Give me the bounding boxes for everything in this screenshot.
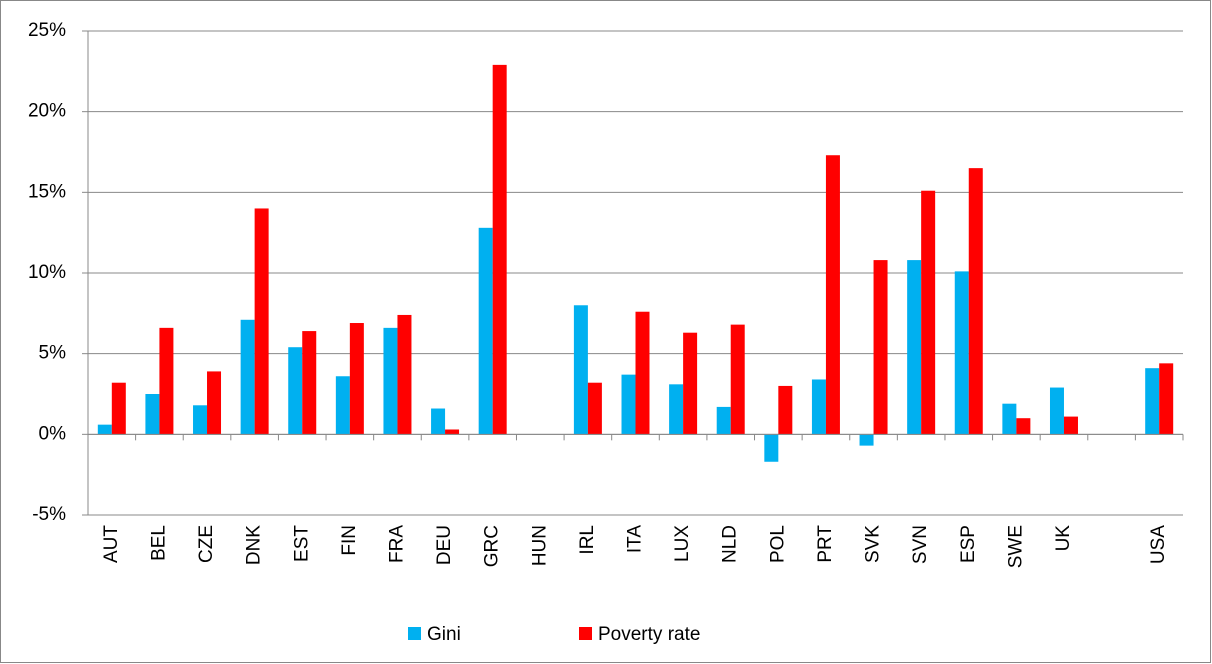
y-tick-label: 20% [28, 101, 66, 122]
legend-label: Poverty rate [598, 624, 700, 645]
legend-swatch [408, 627, 421, 640]
x-tick-label: UK [1053, 525, 1074, 552]
bar [811, 379, 826, 435]
x-tick-label: PRT [815, 525, 836, 563]
bar [716, 406, 731, 435]
bar [778, 385, 793, 435]
x-tick-label: BEL [148, 525, 169, 561]
bar [383, 327, 398, 435]
bar [111, 382, 126, 435]
bar [635, 311, 650, 435]
bar [349, 323, 364, 435]
bar [240, 319, 255, 435]
bar [1159, 363, 1174, 435]
bar [478, 227, 493, 435]
bar [302, 331, 317, 435]
x-tick-label: FIN [339, 525, 360, 556]
x-tick-label: GRC [482, 525, 503, 567]
bar [587, 382, 602, 435]
bar [1063, 416, 1078, 435]
bar [683, 332, 698, 435]
bar [445, 429, 460, 435]
bar [968, 168, 983, 435]
bar [159, 327, 174, 435]
x-tick-label: EST [291, 525, 312, 562]
bar [431, 408, 446, 435]
bar [825, 155, 840, 435]
bar [1049, 387, 1064, 435]
y-tick-label: 25% [28, 20, 66, 41]
x-tick-label: USA [1148, 525, 1169, 564]
x-tick-label: HUN [529, 525, 550, 566]
x-tick-label: AUT [101, 525, 122, 563]
x-tick-label: SVK [863, 525, 884, 563]
bar [907, 260, 922, 435]
x-tick-label: ESP [958, 525, 979, 563]
y-tick-label: 10% [28, 262, 66, 283]
bar [397, 314, 412, 435]
x-tick-label: LUX [672, 525, 693, 562]
bar [254, 208, 269, 435]
x-tick-label: IRL [577, 525, 598, 555]
y-tick-label: 15% [28, 181, 66, 202]
x-tick-label: POL [767, 525, 788, 563]
bar [764, 434, 779, 462]
bar [1145, 368, 1160, 435]
legend-swatch [579, 627, 592, 640]
x-tick-label: FRA [386, 525, 407, 563]
bar [207, 371, 222, 435]
x-tick-label: SVN [910, 525, 931, 564]
bar [621, 374, 636, 435]
x-tick-label: ITA [625, 525, 646, 553]
bar [669, 384, 684, 435]
y-tick-label: -5% [32, 504, 66, 525]
y-tick-label: 0% [39, 423, 67, 444]
x-tick-label: SWE [1005, 525, 1026, 568]
bar [145, 394, 160, 435]
x-tick-label: DNK [244, 525, 265, 565]
bar [954, 271, 969, 435]
legend-label: Gini [427, 624, 461, 645]
x-tick-label: NLD [720, 525, 741, 563]
bar [730, 324, 745, 435]
x-tick-label: CZE [196, 525, 217, 563]
bar [288, 347, 303, 435]
bar [873, 260, 888, 435]
bar [193, 405, 208, 435]
y-tick-label: 5% [39, 343, 67, 364]
bar [335, 376, 350, 435]
bar [573, 305, 588, 435]
bar [492, 64, 507, 435]
bar [97, 424, 112, 435]
bar [859, 434, 874, 446]
x-tick-label: DEU [434, 525, 455, 565]
bar [921, 190, 936, 435]
bar [1002, 403, 1017, 435]
bar [1016, 418, 1031, 435]
